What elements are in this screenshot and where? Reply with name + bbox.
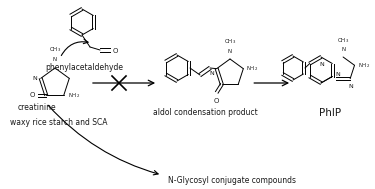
- Text: NH$_2$: NH$_2$: [246, 64, 258, 73]
- Text: NH$_2$: NH$_2$: [357, 61, 370, 70]
- Text: aldol condensation product: aldol condensation product: [153, 108, 257, 117]
- Text: N: N: [335, 72, 340, 77]
- Text: N: N: [209, 71, 214, 76]
- Text: O: O: [113, 48, 118, 54]
- Text: NH$_2$: NH$_2$: [68, 91, 80, 100]
- Text: phenylacetaldehyde: phenylacetaldehyde: [45, 63, 123, 72]
- Text: N-Glycosyl conjugate compounds: N-Glycosyl conjugate compounds: [168, 176, 296, 185]
- Text: N: N: [349, 84, 354, 89]
- Text: N: N: [341, 47, 345, 52]
- Text: N: N: [53, 57, 57, 62]
- Text: N: N: [228, 49, 232, 54]
- Text: O: O: [30, 92, 35, 98]
- Text: N: N: [32, 76, 37, 81]
- Text: CH$_3$: CH$_3$: [337, 36, 349, 45]
- Text: N: N: [320, 62, 324, 67]
- Text: waxy rice starch and SCA: waxy rice starch and SCA: [10, 118, 108, 127]
- Text: O: O: [214, 98, 219, 104]
- Text: creatinine: creatinine: [18, 103, 57, 112]
- Text: PhIP: PhIP: [319, 108, 341, 118]
- Text: CH$_3$: CH$_3$: [49, 45, 61, 54]
- Text: CH$_3$: CH$_3$: [224, 37, 236, 46]
